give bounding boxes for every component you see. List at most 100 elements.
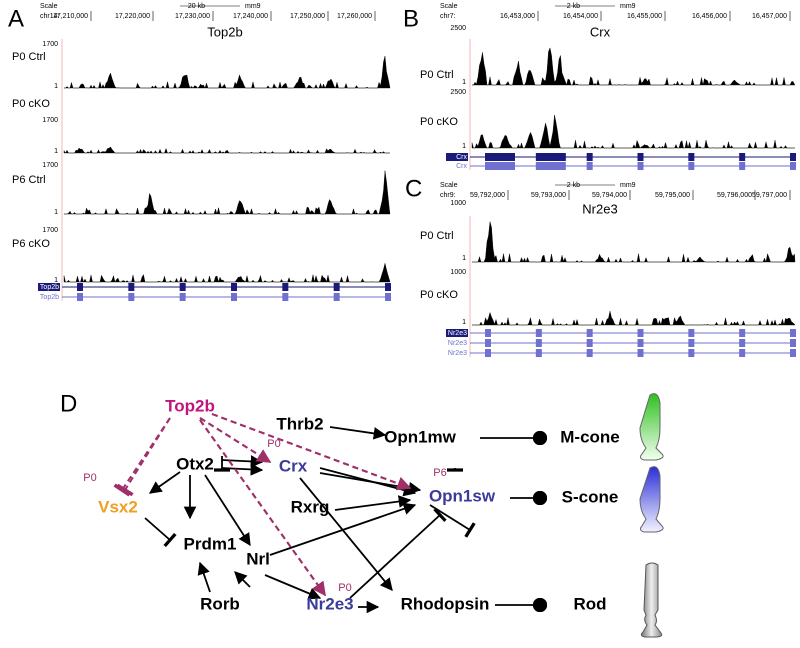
exon — [637, 329, 644, 337]
locus-title: Top2b — [207, 24, 242, 39]
exon — [128, 283, 135, 291]
gene-label: Top2b — [40, 294, 59, 301]
edge-label: P0 — [83, 472, 96, 484]
m-cone-icon — [639, 393, 664, 461]
panel-letter: A — [8, 5, 24, 32]
locus-title: Nr2e3 — [582, 201, 617, 216]
track-max: 1700 — [42, 117, 58, 124]
track-max: 1000 — [450, 200, 466, 207]
track-max: 1700 — [42, 227, 58, 234]
edge — [334, 495, 412, 511]
track-name: P6 cKO — [12, 238, 50, 250]
track-min: 1 — [54, 83, 58, 90]
exon — [485, 339, 491, 347]
exon — [77, 293, 83, 301]
coord-label: 59,795,000 — [655, 192, 690, 199]
edge — [299, 477, 393, 591]
assembly: mm9 — [620, 3, 636, 10]
edge — [319, 472, 422, 495]
coord-label: 59,794,000 — [592, 192, 627, 199]
exon — [637, 153, 644, 161]
coord-label: 17,250,000 — [290, 13, 325, 20]
gene-node: Rod — [573, 594, 606, 613]
exon — [385, 293, 391, 301]
signal-track — [472, 221, 796, 263]
gene-label: Nr2e3 — [448, 340, 467, 347]
exon — [179, 283, 186, 291]
panel-letter: C — [405, 175, 422, 202]
track-name: P0 cKO — [420, 289, 458, 301]
locus-title: Crx — [590, 24, 611, 39]
track-min: 1 — [462, 79, 466, 86]
exon — [282, 293, 289, 301]
exon — [535, 153, 566, 161]
signal-track — [64, 170, 391, 215]
chrom-label: chr14: — [40, 13, 60, 20]
exon — [790, 153, 796, 161]
gene-label: Crx — [456, 163, 467, 170]
exon — [637, 162, 644, 170]
exon — [790, 349, 796, 357]
coord-label: 16,455,000 — [627, 13, 662, 20]
exon — [77, 283, 83, 291]
exon — [485, 349, 491, 357]
edge — [429, 504, 476, 538]
gene-node: S-cone — [562, 487, 619, 506]
track-min: 1 — [462, 319, 466, 326]
coord-label: 17,240,000 — [233, 13, 268, 20]
edge — [221, 463, 264, 476]
cell-icons — [639, 393, 664, 638]
exon — [586, 329, 593, 337]
exon — [586, 153, 593, 161]
scale-size: 2 kb — [567, 182, 580, 189]
edge — [197, 561, 211, 593]
edge — [269, 502, 417, 556]
gene-node: Rxrg — [291, 497, 330, 516]
exon — [739, 153, 746, 161]
exon — [231, 293, 237, 301]
signal-track — [64, 55, 391, 89]
exon — [637, 349, 644, 357]
track-name: P0 cKO — [12, 98, 50, 110]
exon — [333, 283, 340, 291]
gene-node: Nr2e3 — [306, 594, 353, 613]
coord-label: 17,260,000 — [337, 13, 372, 20]
gene-label: Nr2e3 — [448, 330, 467, 337]
edge — [204, 474, 251, 547]
gene-node: Nrl — [246, 549, 270, 568]
exon — [535, 349, 542, 357]
coord-label: 16,454,000 — [563, 13, 598, 20]
edge — [329, 426, 387, 440]
track-min: 1 — [462, 255, 466, 262]
gene-label-bg — [446, 162, 468, 170]
exon — [739, 339, 746, 347]
assembly: mm9 — [245, 3, 261, 10]
exon — [790, 339, 796, 347]
edge-label: P0 — [338, 582, 351, 594]
coord-label: 59,796,000 — [717, 192, 752, 199]
gene-label: Nr2e3 — [448, 350, 467, 357]
exon — [586, 162, 593, 170]
track-min: 1 — [54, 277, 58, 284]
edge — [113, 417, 171, 497]
track-name: P0 Ctrl — [420, 69, 454, 81]
exon — [739, 162, 746, 170]
edge — [144, 517, 177, 548]
gene-label-bg — [446, 339, 468, 347]
edge — [148, 471, 181, 494]
gene-node: Top2b — [165, 396, 215, 415]
coord-label: 59,793,000 — [531, 192, 566, 199]
scale-size: 20 kb — [188, 3, 205, 10]
edge — [221, 455, 264, 468]
gene-label: Top2b — [40, 284, 59, 291]
edge — [264, 574, 322, 600]
gene-node: Rhodopsin — [401, 594, 490, 613]
chrom-label: chr7: — [440, 13, 456, 20]
gene-node: Rorb — [200, 594, 240, 613]
coord-label: 16,453,000 — [500, 13, 535, 20]
exon — [688, 329, 695, 337]
edge — [234, 571, 251, 588]
track-max: 2500 — [450, 89, 466, 96]
edge-label: P0 — [267, 438, 280, 450]
